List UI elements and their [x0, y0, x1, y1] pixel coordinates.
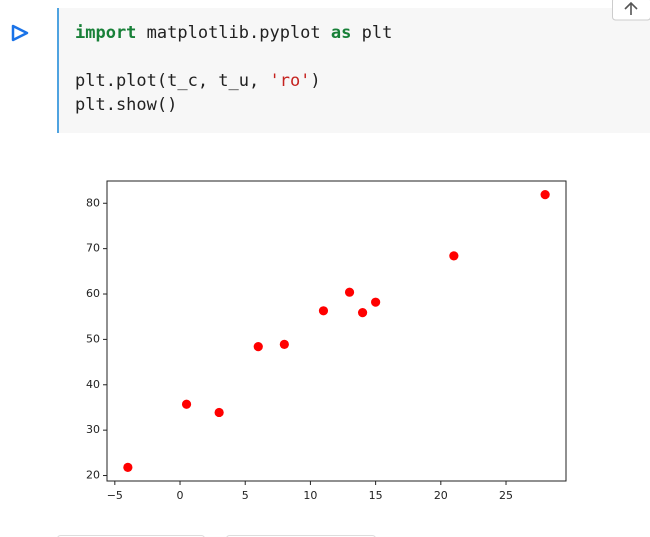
point [181, 399, 192, 409]
code-line [75, 45, 650, 69]
x-tick-label: 20 [434, 489, 448, 502]
point [344, 287, 355, 297]
y-tick-label: 70 [86, 242, 100, 255]
y-tick-label: 80 [86, 196, 100, 209]
code-token: 'ro' [269, 71, 311, 91]
code-token: plt [351, 23, 393, 43]
point [214, 407, 224, 418]
x-tick-label: 5 [242, 489, 249, 502]
code-token: matplotlib.pyplot [136, 23, 331, 43]
code-token: as [330, 23, 352, 43]
point [449, 251, 459, 261]
code-token: plt.plot(t_c, t_u, [75, 71, 270, 91]
point [540, 190, 550, 200]
code-line: plt.plot(t_c, t_u, 'ro') [75, 69, 650, 93]
arrow-icon [624, 1, 638, 15]
run-icon [11, 24, 29, 42]
y-tick-label: 30 [86, 423, 100, 436]
x-tick-label: 25 [499, 489, 513, 502]
x-tick-label: 10 [303, 489, 317, 502]
run-button[interactable] [8, 20, 48, 60]
x-tick-label: −5 [107, 489, 123, 502]
code-token: ) [310, 71, 321, 91]
code-token: import [75, 23, 137, 43]
point [279, 339, 289, 349]
code-cell[interactable]: import matplotlib.pyplot as plt plt.plot(… [57, 8, 650, 133]
move-up-button[interactable] [612, 0, 650, 22]
point [318, 306, 329, 316]
point [253, 342, 263, 352]
code-line: plt.show() [75, 93, 650, 117]
point [371, 297, 381, 307]
code-token: plt.show() [75, 95, 178, 115]
point [357, 308, 368, 318]
x-tick-label: 15 [369, 489, 383, 502]
y-tick-label: 40 [86, 378, 100, 391]
y-tick-label: 20 [86, 469, 100, 482]
point [123, 462, 133, 472]
y-tick-label: 50 [86, 332, 100, 345]
y-tick-label: 60 [86, 287, 100, 300]
plot-area [106, 180, 567, 482]
code-line: import matplotlib.pyplot as plt [75, 21, 650, 45]
x-tick-label: 0 [177, 489, 184, 502]
